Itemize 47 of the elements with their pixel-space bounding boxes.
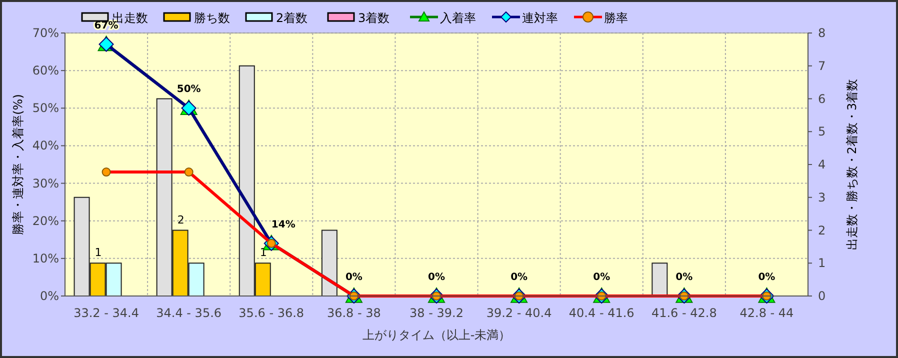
data-label: 50% [176, 84, 201, 96]
data-label: 0% [676, 272, 693, 283]
y2-tick-label: 4 [818, 158, 826, 172]
y2-tick-label: 3 [818, 190, 826, 204]
data-label: 0% [593, 272, 610, 283]
y-tick-label: 70% [32, 26, 59, 40]
data-label: 1 [94, 246, 102, 260]
y-tick-label: 0% [40, 289, 59, 303]
y2-tick-label: 2 [818, 223, 826, 238]
y2-tick-label: 7 [818, 58, 826, 73]
y-tick-label: 40% [32, 138, 59, 153]
data-label: 0% [428, 272, 445, 283]
x-tick-label: 40.4 - 41.6 [568, 306, 634, 320]
x-tick-label: 39.2 - 40.4 [486, 306, 552, 320]
x-tick-label: 41.6 - 42.8 [651, 306, 717, 320]
x-tick-label: 34.4 - 35.6 [156, 306, 222, 320]
x-tick-label: 33.2 - 34.4 [74, 306, 139, 320]
bar [321, 230, 338, 296]
x-tick-label: 35.6 - 36.8 [238, 306, 304, 320]
data-label: 0% [510, 272, 528, 283]
x-tick-label: 36.8 - 38 [326, 306, 381, 320]
y-tick-label: 10% [32, 251, 59, 266]
y-tick-label: 20% [32, 214, 59, 228]
y-axis-title: 勝率・連対率・入着率(%) [11, 94, 25, 235]
y2-tick-label: 8 [818, 26, 826, 40]
x-axis-title: 上がりタイム（以上-未満） [362, 328, 511, 342]
y-tick-label: 60% [32, 64, 59, 78]
bar [652, 262, 668, 296]
x-tick-label: 42.8 - 44 [740, 306, 794, 320]
data-label: 0% [758, 272, 776, 283]
y2-tick-label: 1 [818, 256, 826, 270]
legend-label: 2着数 [276, 11, 308, 25]
y2-axis-title: 出走数・勝ち数・2着数・3着数 [845, 78, 859, 250]
y2-tick-label: 0 [818, 289, 826, 303]
legend-label: 入着率 [440, 11, 476, 25]
y-tick-label: 30% [32, 176, 59, 190]
y2-tick-label: 5 [818, 124, 826, 139]
y2-tick-label: 6 [818, 92, 826, 106]
data-label: 2 [177, 213, 184, 226]
legend-label: 勝率 [604, 11, 628, 25]
x-tick-label: 38 - 39.2 [410, 306, 464, 320]
y-tick-label: 50% [32, 101, 59, 116]
data-label: 0% [345, 272, 362, 283]
legend-label: 3着数 [358, 11, 390, 25]
legend-label: 連対率 [522, 11, 558, 25]
data-label: 14% [271, 219, 296, 230]
legend-label: 勝ち数 [194, 11, 230, 25]
